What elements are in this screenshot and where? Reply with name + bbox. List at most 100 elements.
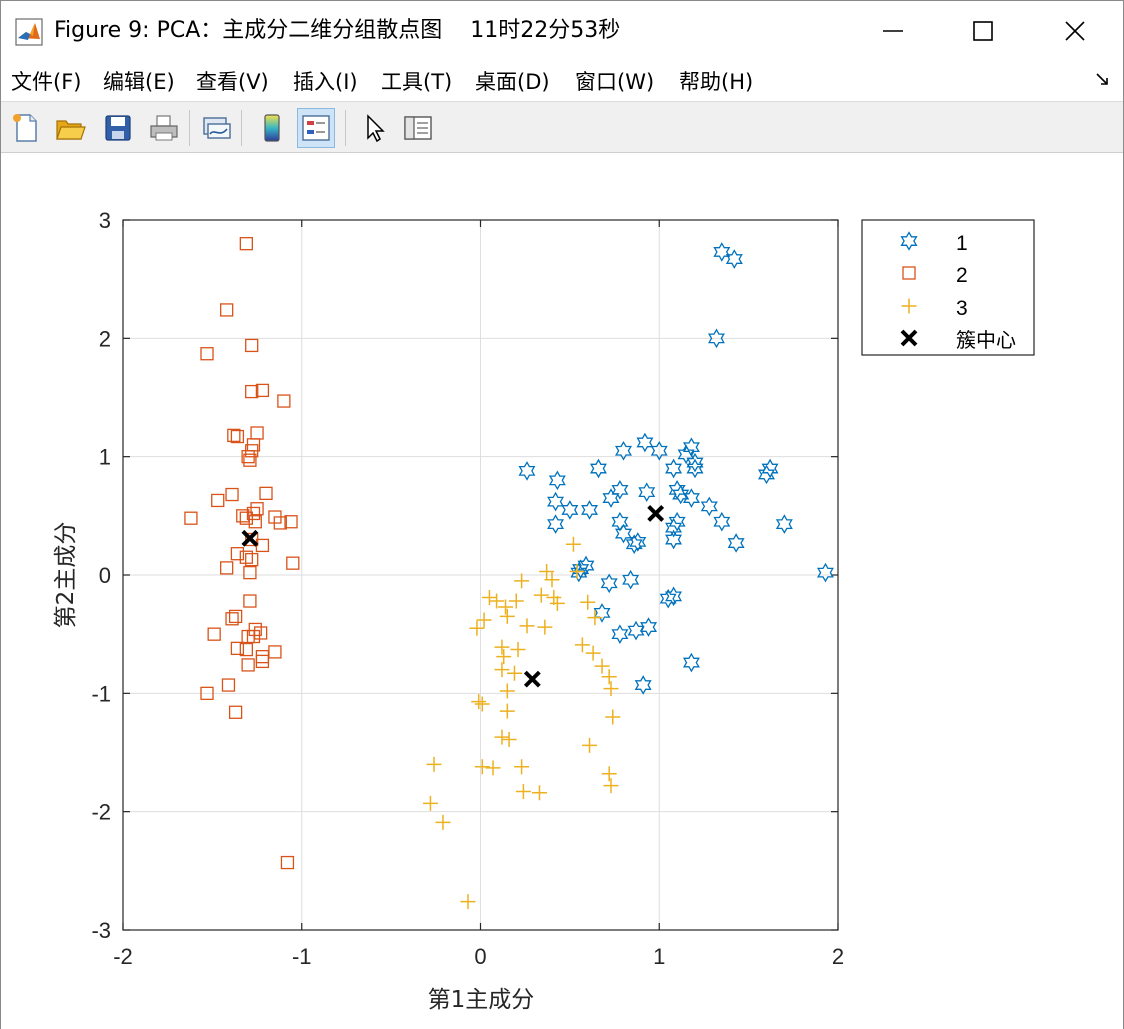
data-point-series-3 [546,589,562,605]
data-point-series-3 [469,620,485,636]
data-point-series-3 [422,795,438,811]
data-point-series-1 [713,242,731,262]
data-point-series-1 [727,533,745,553]
title-bar[interactable]: Figure 9: PCA：主成分二维分组散点图 11时22分53秒 [1,1,1123,63]
open-file-icon [56,120,86,140]
data-point-series-2 [225,487,239,502]
data-markers [184,237,834,910]
data-point-series-2 [243,594,257,608]
data-point-series-1 [682,488,700,508]
link-plot-button[interactable] [197,108,235,148]
data-point-series-2 [243,453,257,467]
data-point-series-2 [225,612,239,626]
data-point-series-1 [581,500,599,520]
toolbar-separator [189,110,190,146]
data-point-series-1 [668,511,686,532]
data-point-series-3 [601,669,617,685]
data-point-series-1 [638,482,656,503]
data-point-series-2 [239,642,253,657]
x-tick-label: 2 [832,944,844,969]
data-point-series-2 [243,565,257,580]
data-point-series-2 [246,438,261,452]
data-point-series-1 [611,479,629,500]
save-button[interactable] [99,108,137,148]
legend-button[interactable] [297,108,335,148]
data-point-series-1 [614,441,633,461]
data-point-series-1 [547,491,565,512]
data-point-series-3 [603,681,619,697]
data-point-series-1 [593,603,611,623]
data-point-series-3 [501,731,517,747]
legend-label-3: 3 [956,297,968,320]
open-file-button[interactable] [51,108,89,148]
colorbar-button[interactable] [253,108,291,148]
data-point-series-3 [544,572,560,588]
legend-marker-3 [901,298,917,314]
menu-insert[interactable]: 插入(I) [293,70,358,94]
data-point-series-2 [239,511,253,525]
legend-box [861,219,1035,356]
data-point-series-3 [489,593,505,609]
data-point-series-1 [561,500,579,520]
print-button[interactable] [145,108,183,148]
data-point-series-1 [682,652,700,673]
data-point-series-3 [498,599,514,615]
toolbar-separator [241,110,242,146]
menu-view[interactable]: 查看(V) [196,70,269,94]
data-point-series-2 [200,347,214,361]
data-point-series-3 [474,759,490,775]
menu-tools[interactable]: 工具(T) [381,70,453,94]
data-point-series-1 [629,532,647,552]
minimize-button[interactable] [847,1,939,61]
new-figure-icon [13,114,37,142]
data-point-series-3 [569,563,585,579]
maximize-button[interactable] [937,1,1029,61]
data-point-series-3 [476,612,492,628]
legend[interactable]: 1 2 3 簇中心 [861,219,1035,356]
data-point-series-2 [207,627,221,641]
menu-window[interactable]: 窗口(W) [575,70,655,94]
undock-arrow-icon[interactable] [1095,71,1111,87]
data-point-series-2 [241,658,255,672]
legend-marker-2 [902,266,916,280]
legend-label-1: 1 [956,232,968,255]
menu-edit[interactable]: 编辑(E) [103,70,175,94]
data-point-series-1 [600,573,618,594]
centroid-marker [241,529,259,547]
menu-help[interactable]: 帮助(H) [679,70,754,94]
menu-file[interactable]: 文件(F) [11,70,82,94]
data-point-series-1 [761,458,779,479]
grid-lines [122,219,839,931]
data-point-series-3 [496,649,512,665]
y-tick-label: -2 [91,800,111,825]
menu-desktop[interactable]: 桌面(D) [475,70,550,94]
data-point-series-1 [686,458,704,479]
data-point-series-1 [816,562,834,583]
close-button[interactable] [1029,1,1121,61]
data-point-series-2 [230,547,245,561]
select-pointer-icon [367,114,385,143]
menu-bar: 文件(F) 编辑(E) 查看(V) 插入(I) 工具(T) 桌面(D) 窗口(W… [1,63,1123,101]
data-point-series-2 [245,552,259,567]
property-inspector-button[interactable] [399,108,437,148]
data-point-series-1 [775,514,793,534]
data-point-series-3 [485,760,501,776]
maximize-icon [973,21,993,41]
data-point-series-3 [565,536,581,552]
data-point-series-2 [200,686,214,700]
toolbar-separator [345,110,346,146]
data-point-series-2 [255,654,270,669]
data-point-series-3 [594,658,610,674]
data-point-series-3 [585,645,601,661]
data-point-series-2 [268,645,282,659]
data-point-series-3 [460,894,476,910]
data-point-series-3 [494,729,510,745]
x-axis-label: 第1主成分 [428,987,535,1013]
y-tick-label: 0 [99,563,111,588]
data-point-series-3 [574,637,590,653]
new-figure-button[interactable] [7,108,45,148]
data-point-series-2 [280,855,295,870]
select-pointer-button[interactable] [355,108,393,148]
